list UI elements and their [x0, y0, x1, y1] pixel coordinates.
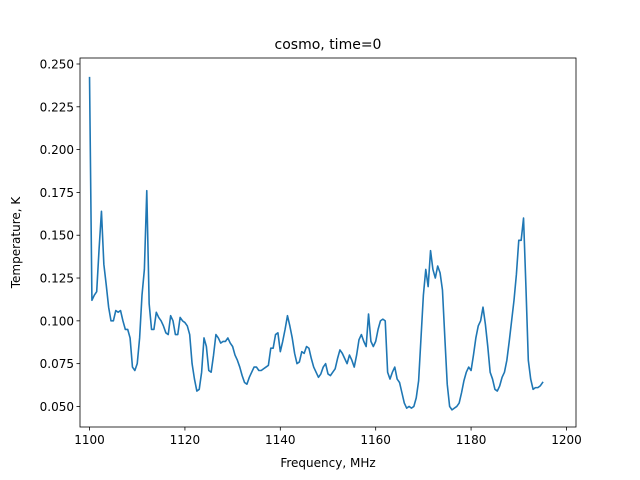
- y-tick-label: 0.175: [40, 186, 74, 200]
- y-tick-label: 0.050: [40, 400, 74, 414]
- plot-area: [88, 76, 544, 411]
- axes-frame: [79, 57, 577, 428]
- y-tick-label: 0.100: [40, 314, 74, 328]
- y-tick-label: 0.150: [40, 229, 74, 243]
- y-tick-label: 0.225: [40, 100, 74, 114]
- y-axis-label: Temperature, K: [9, 196, 23, 290]
- chart-title: cosmo, time=0: [275, 37, 382, 53]
- x-tick-label: 1140: [265, 433, 296, 447]
- x-tick-label: 1180: [456, 433, 487, 447]
- series-line-temperature: [88, 76, 544, 411]
- x-axis-label: Frequency, MHz: [280, 456, 375, 470]
- y-axis: 0.050 0.075 0.100 0.125 0.150 0.175 0.200 0.225…: [40, 57, 80, 414]
- x-tick-label: 1120: [170, 433, 201, 447]
- x-tick-label: 1160: [360, 433, 391, 447]
- y-tick-label: 0.250: [40, 57, 74, 71]
- y-tick-label: 0.200: [40, 143, 74, 157]
- y-tick-label: 0.075: [40, 357, 74, 371]
- x-tick-label: 1100: [74, 433, 105, 447]
- x-tick-label: 1200: [551, 433, 582, 447]
- y-tick-label: 0.125: [40, 272, 74, 286]
- x-axis: 1100 1120 1140 1160 1180 1200: [74, 427, 582, 447]
